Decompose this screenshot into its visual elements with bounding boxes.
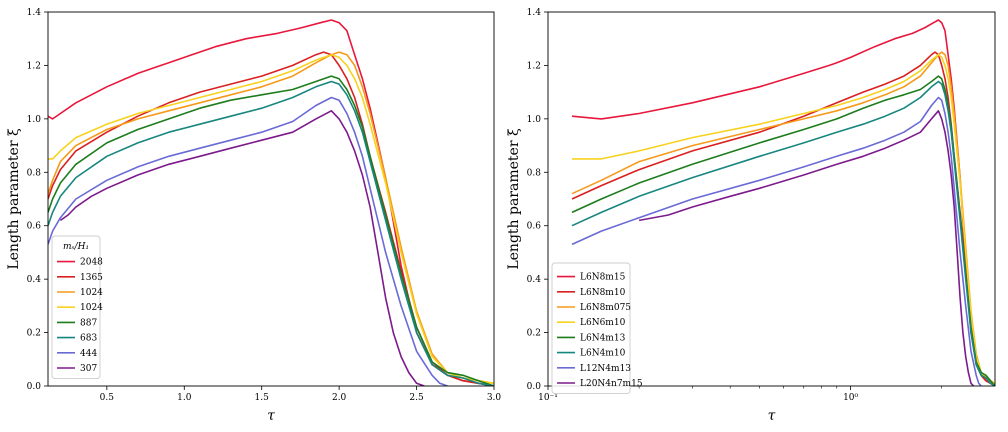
chart1-series-line-3 bbox=[48, 51, 494, 385]
chart1-xtick-label: 2.5 bbox=[409, 393, 424, 403]
chart2-legend-label-3: L6N8m075 bbox=[580, 303, 631, 313]
chart2-legend-label-1: L6N8m15 bbox=[580, 273, 626, 283]
chart2-xtick-label: 10⁻¹ bbox=[538, 393, 558, 403]
chart1-axes-frame bbox=[47, 11, 495, 387]
chart1-legend-label-7: 444 bbox=[80, 349, 97, 359]
chart1-legend-title: mₛ/H₁ bbox=[63, 242, 89, 252]
chart1-xtick-label: 3.0 bbox=[487, 393, 502, 403]
chart1-ytick-label: 0.8 bbox=[27, 168, 42, 178]
chart2-series-line-1 bbox=[571, 19, 995, 386]
chart2-legend-label-4: L6N6m10 bbox=[580, 318, 626, 328]
chart2-series-line-3 bbox=[571, 51, 995, 384]
chart2-legend-label-5: L6N4m13 bbox=[580, 333, 626, 343]
chart1-legend-label-8: 307 bbox=[80, 364, 97, 374]
chart2-legend-label-7: L12N4m13 bbox=[580, 364, 631, 374]
chart2-ytick-label: 1.0 bbox=[527, 115, 542, 125]
chart1-xtick-label: 0.5 bbox=[100, 393, 115, 403]
chart2-ytick-label: 0.0 bbox=[527, 382, 542, 392]
chart1-legend-label-4: 1024 bbox=[80, 303, 103, 313]
chart2-ytick-label: 1.2 bbox=[527, 61, 541, 71]
chart2-series-line-6 bbox=[571, 80, 995, 386]
chart1-legend-label-1: 2048 bbox=[80, 258, 103, 268]
chart1-ytick-label: 0.6 bbox=[27, 222, 42, 232]
chart1-series-line-4 bbox=[48, 53, 494, 385]
chart1-series-line-2 bbox=[48, 51, 494, 386]
chart2-xlabel: τ bbox=[768, 408, 776, 424]
chart1-ytick-label: 1.2 bbox=[27, 61, 41, 71]
chart1-legend-label-6: 683 bbox=[80, 334, 97, 344]
chart1-legend-label-5: 887 bbox=[80, 318, 97, 328]
chart1-series-line-1 bbox=[48, 19, 494, 386]
chart1-ytick-label: 1.0 bbox=[27, 115, 42, 125]
chart2-ytick-label: 0.2 bbox=[527, 329, 541, 339]
chart1-ytick-label: 0.4 bbox=[27, 275, 42, 285]
chart2-legend-box bbox=[551, 262, 631, 395]
chart1-xtick-label: 2.0 bbox=[332, 393, 347, 403]
chart2-legend-label-2: L6N8m10 bbox=[580, 288, 626, 298]
chart1-xlabel: τ bbox=[267, 408, 275, 424]
chart1-series-line-8 bbox=[59, 110, 425, 386]
chart1-series-line-6 bbox=[48, 80, 494, 386]
chart1-series-line-7 bbox=[48, 96, 448, 386]
chart2-legend-label-8: L20N4n7m15 bbox=[580, 379, 643, 389]
chart2-ylabel: Length parameter ξ bbox=[506, 128, 522, 270]
chart2-axes-frame bbox=[547, 11, 996, 387]
chart2-series-line-8 bbox=[638, 110, 975, 386]
chart2-ytick-label: 0.8 bbox=[527, 168, 542, 178]
chart2-series-line-4 bbox=[572, 53, 995, 384]
chart2-ytick-label: 1.4 bbox=[527, 8, 542, 18]
chart1-ytick-label: 1.4 bbox=[27, 8, 42, 18]
chart1-legend-box bbox=[51, 235, 101, 380]
chart2-legend-label-6: L6N4m10 bbox=[580, 349, 626, 359]
chart1-xtick-label: 1.0 bbox=[177, 393, 192, 403]
chart2-series-line-7 bbox=[571, 96, 982, 386]
chart1-legend-label-3: 1024 bbox=[80, 288, 103, 298]
chart2-ytick-label: 0.6 bbox=[527, 222, 542, 232]
chart2-ytick-label: 0.4 bbox=[527, 275, 542, 285]
chart1-legend-label-2: 1365 bbox=[80, 273, 103, 283]
chart2-xtick-label: 10⁰ bbox=[843, 393, 858, 403]
chart1-ytick-label: 0.2 bbox=[27, 329, 41, 339]
chart1-xtick-label: 1.5 bbox=[255, 393, 270, 403]
chart2-series-line-5 bbox=[571, 75, 995, 386]
chart1-ylabel: Length parameter ξ bbox=[6, 128, 22, 270]
chart1-ytick-label: 0.0 bbox=[27, 382, 42, 392]
chart1-series-line-5 bbox=[48, 75, 494, 386]
